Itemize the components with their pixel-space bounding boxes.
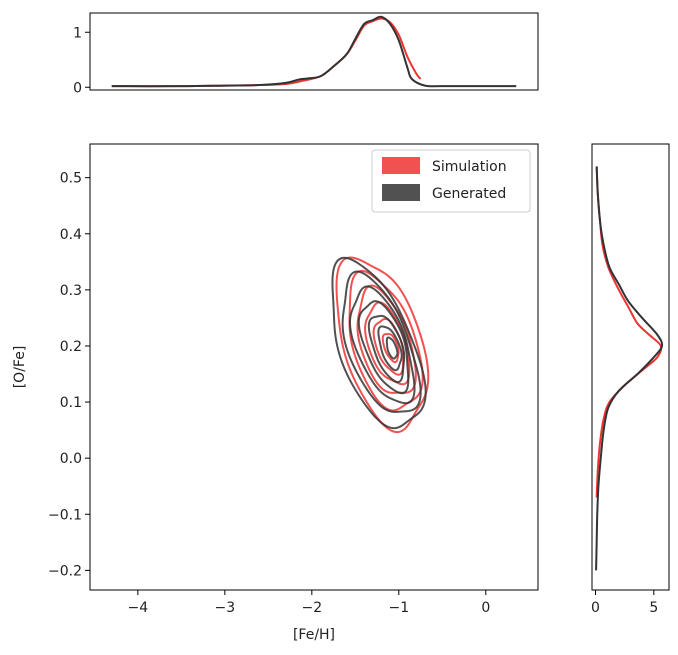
chart-legend: Simulation Generated bbox=[371, 149, 531, 213]
right-marginal-curve-simulation bbox=[595, 166, 663, 498]
right-panel-frame bbox=[591, 143, 670, 591]
x-tick-label: −3 bbox=[215, 600, 236, 616]
top-panel-frame bbox=[89, 12, 539, 91]
top-y-tick-label: 0 bbox=[73, 80, 82, 96]
legend-swatch-generated bbox=[382, 184, 420, 201]
kde-contour-generated bbox=[377, 325, 403, 372]
top-marginal-panel: 01 bbox=[73, 12, 539, 96]
y-tick-label: 0.3 bbox=[60, 283, 82, 299]
right-x-tick-label: 0 bbox=[591, 600, 600, 616]
top-marginal-curve-simulation bbox=[111, 17, 422, 88]
y-tick-label: −0.1 bbox=[48, 507, 82, 523]
kde-contour-simulation bbox=[335, 256, 430, 434]
y-tick-label: 0.5 bbox=[60, 171, 82, 187]
kde-contour-generated bbox=[341, 270, 422, 413]
x-tick-label: 0 bbox=[481, 600, 490, 616]
main-panel-frame bbox=[89, 143, 539, 591]
legend-swatch-simulation bbox=[382, 157, 420, 174]
x-tick-label: −4 bbox=[128, 600, 149, 616]
kde-contour-generated bbox=[367, 314, 406, 384]
y-tick-label: −0.2 bbox=[48, 563, 82, 579]
x-tick-label: −2 bbox=[302, 600, 323, 616]
top-panel-y-ticks: 01 bbox=[73, 25, 90, 96]
y-tick-label: 0.2 bbox=[60, 339, 82, 355]
y-tick-label: 0.4 bbox=[60, 227, 82, 243]
x-axis-label: [Fe/H] bbox=[293, 627, 335, 643]
y-axis-label: [O/Fe] bbox=[12, 346, 28, 389]
kde-contour-generated bbox=[385, 336, 399, 360]
y-tick-label: 0.0 bbox=[60, 451, 82, 467]
main-x-ticks: −4 −3 −2 −1 0 bbox=[128, 590, 490, 616]
y-tick-label: 0.1 bbox=[60, 395, 82, 411]
kde-contour-simulation bbox=[364, 301, 411, 386]
kde-contour-generated bbox=[357, 300, 410, 395]
top-marginal-curve-generated bbox=[111, 15, 517, 88]
kde-contour-generated bbox=[348, 285, 416, 405]
kde-contour-generated bbox=[331, 256, 427, 430]
main-y-ticks: −0.2 −0.1 0.0 0.1 0.2 0.3 0.4 0.5 bbox=[48, 171, 90, 579]
kde-contours bbox=[331, 256, 430, 434]
top-panel-curves bbox=[111, 15, 517, 88]
legend-label-generated: Generated bbox=[432, 186, 506, 202]
legend-label-simulation: Simulation bbox=[432, 159, 507, 175]
kde-contour-simulation bbox=[381, 333, 400, 364]
right-panel-curves bbox=[595, 166, 664, 571]
x-tick-label: −1 bbox=[388, 600, 409, 616]
main-joint-panel: −4 −3 −2 −1 0 −0.2 −0.1 0.0 0.1 0.2 0.3 0.4 0.5 [Fe… bbox=[12, 143, 539, 643]
kde-contour-simulation bbox=[348, 269, 424, 412]
top-y-tick-label: 1 bbox=[73, 25, 82, 41]
right-marginal-curve-generated bbox=[595, 166, 664, 571]
right-x-tick-label: 5 bbox=[649, 600, 658, 616]
